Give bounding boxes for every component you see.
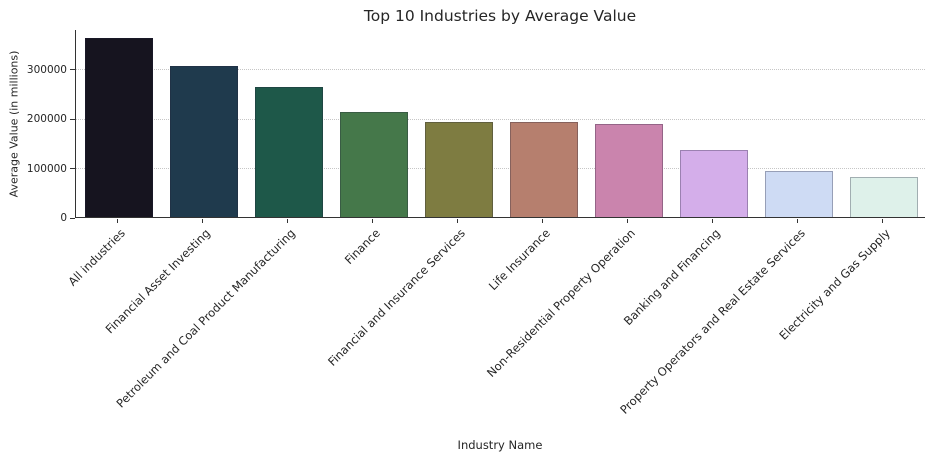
gridline <box>76 118 925 120</box>
gridline <box>76 69 925 71</box>
bar <box>679 149 748 217</box>
y-tick-mark <box>70 168 75 170</box>
y-axis-label: Average Value (in millions) <box>7 50 21 198</box>
x-tick-mark <box>117 219 118 223</box>
x-tick-mark <box>202 219 203 223</box>
bar <box>339 112 408 217</box>
x-tick-mark <box>372 219 373 223</box>
x-tick-mark <box>627 219 628 223</box>
x-tick-mark <box>542 219 543 223</box>
y-tick-label: 300000 <box>26 63 67 76</box>
y-tick-label: 200000 <box>26 113 67 126</box>
y-tick-label: 100000 <box>26 162 67 175</box>
y-tick-mark <box>70 118 75 120</box>
bar <box>424 121 493 217</box>
bar <box>764 171 833 217</box>
x-tick-mark <box>882 219 883 223</box>
y-tick-mark <box>70 217 75 219</box>
plot-area <box>75 30 925 218</box>
x-axis-label: Industry Name <box>457 438 543 452</box>
bar <box>169 65 238 217</box>
x-tick-mark <box>712 219 713 223</box>
y-tick-mark <box>70 69 75 71</box>
y-tick-label: 0 <box>60 212 67 224</box>
bar <box>254 87 323 217</box>
x-tick-mark <box>457 219 458 223</box>
bar <box>849 176 918 217</box>
bar <box>509 122 578 217</box>
bar <box>84 37 153 217</box>
chart-title: Top 10 Industries by Average Value <box>363 7 637 25</box>
bar <box>594 123 663 217</box>
x-tick-mark <box>797 219 798 223</box>
x-tick-mark <box>287 219 288 223</box>
gridline <box>76 168 925 170</box>
